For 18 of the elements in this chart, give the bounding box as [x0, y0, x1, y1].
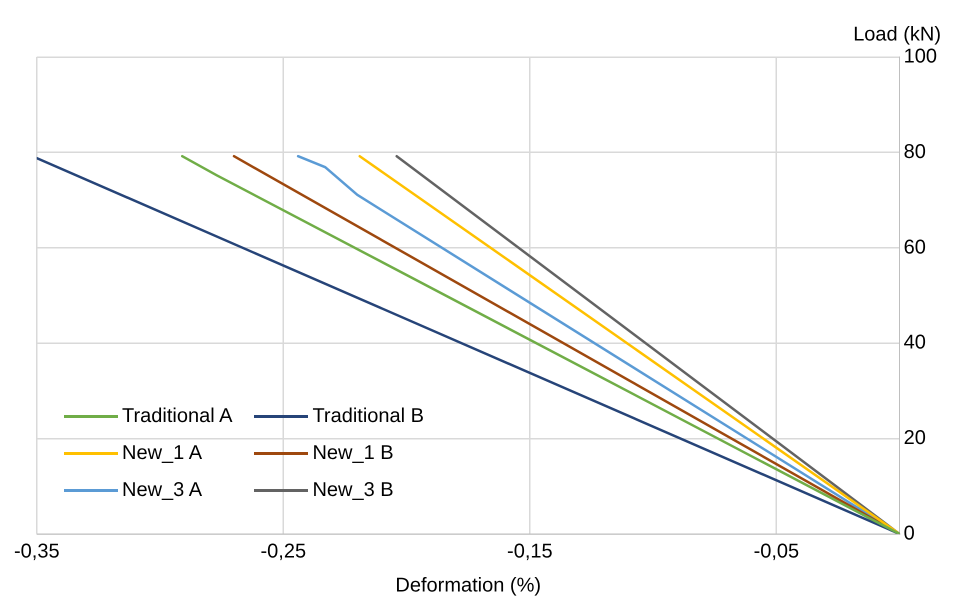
- x-tick-label: -0,15: [507, 540, 553, 563]
- x-tick-label: -0,35: [14, 540, 60, 563]
- legend-label: Traditional B: [312, 404, 424, 428]
- legend-label: New_1 B: [312, 441, 394, 465]
- x-tick-label: -0,05: [754, 540, 800, 563]
- y-tick-label: 0: [904, 522, 915, 545]
- y-tick-label: 40: [904, 332, 926, 354]
- x-tick-label: -0,25: [260, 540, 306, 563]
- y-tick-label: 100: [904, 46, 938, 68]
- y-tick-label: 60: [904, 236, 926, 258]
- y-tick-label: 80: [904, 140, 926, 163]
- y-axis-title: Load (kN): [853, 24, 941, 46]
- legend-label: Traditional A: [122, 404, 232, 428]
- y-tick-label: 20: [904, 427, 926, 450]
- legend-label: New_3 B: [312, 478, 394, 502]
- x-axis-title: Deformation (%): [395, 574, 542, 597]
- legend-label: New_3 A: [122, 478, 202, 502]
- legend-label: New_1 A: [122, 441, 202, 465]
